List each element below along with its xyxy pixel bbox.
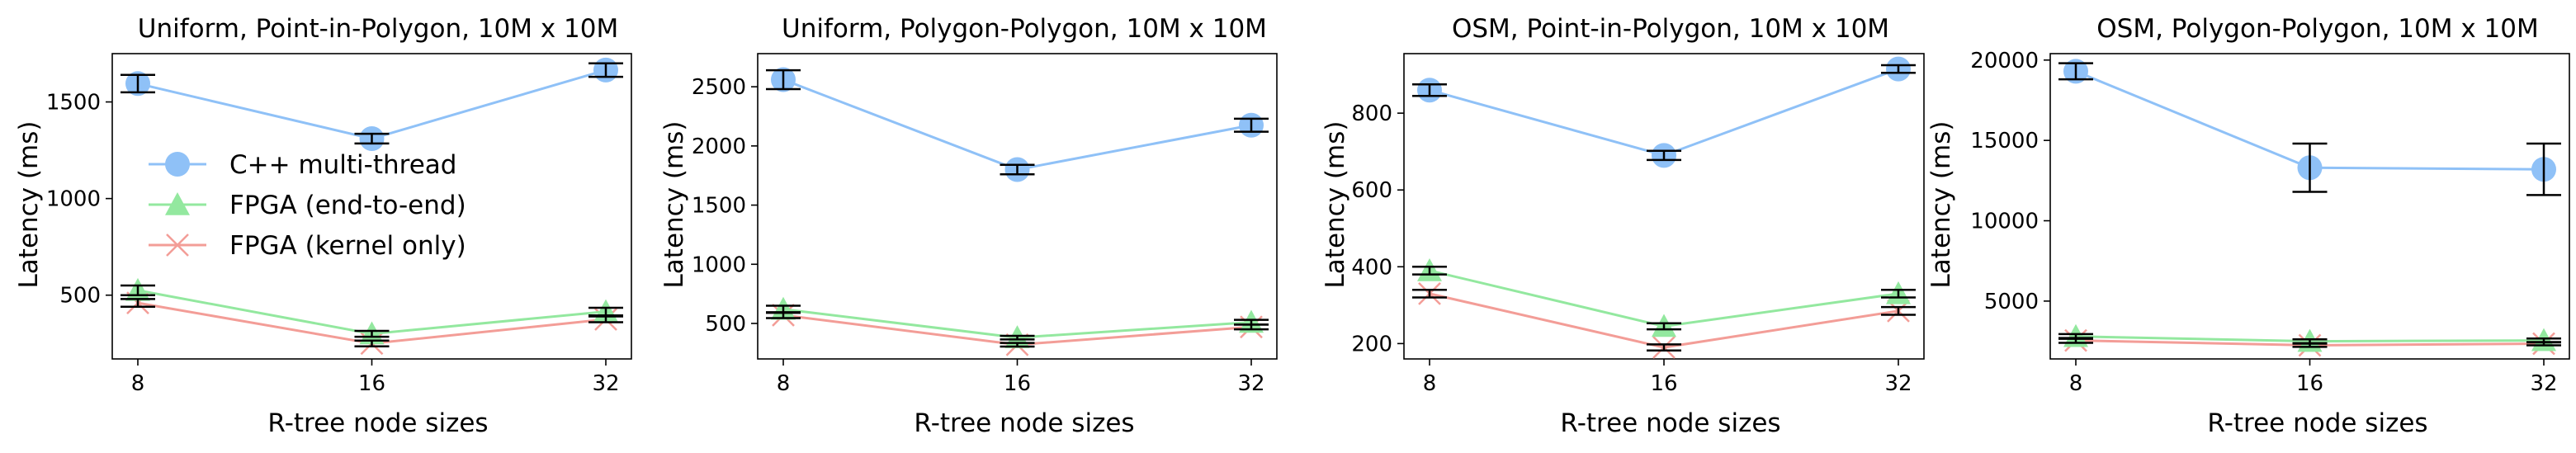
panel-4-ylabel: Latency (ms) (1926, 121, 1956, 289)
panel-3-ytick-label-2: 600 (1351, 178, 1392, 203)
panel-3-title: OSM, Point-in-Polygon, 10M x 10M (1452, 14, 1889, 44)
panel-1-ylabel: Latency (ms) (14, 121, 44, 289)
panel-1: Uniform, Point-in-Polygon, 10M x 10M R-t… (14, 14, 618, 438)
panel-1-cpp-errorbar-2 (588, 62, 623, 78)
panel-2-xtick-label-1: 16 (1004, 371, 1031, 396)
panel-1-fpga_e2e-errorbar-0 (121, 284, 155, 296)
panel-3-xtick-label-2: 32 (1884, 371, 1912, 396)
panel-1-fpga_kernel-errorbar-0 (121, 298, 155, 309)
panel-2-xlabel: R-tree node sizes (914, 408, 1134, 438)
panel-1-xlabel: R-tree node sizes (267, 408, 488, 438)
legend-marker-fpga_e2e (165, 192, 190, 215)
panel-2-ytick-label-4: 2500 (692, 75, 746, 100)
panel-1-ytick-label-1: 1000 (46, 187, 101, 212)
panel-3: OSM, Point-in-Polygon, 10M x 10M R-tree … (1321, 14, 1889, 438)
legend-marker-fpga_kernel (166, 234, 189, 257)
panel-3-frame (1403, 53, 1925, 360)
panel-4-cpp-errorbar-0 (2058, 62, 2093, 81)
panel-2-cpp-errorbar-1 (1000, 163, 1035, 176)
panel-3-xtick-label-1: 16 (1650, 371, 1677, 396)
panel-2-cpp-line (782, 78, 1252, 172)
panel-1-xtick-label-2: 32 (592, 371, 619, 396)
panel-4-ytick-label-2: 15000 (1970, 129, 2039, 153)
panel-4-xtick-label-2: 32 (2530, 371, 2557, 396)
panel-2-ytick-label-3: 2000 (692, 134, 746, 159)
panel-2-fpga_e2e-errorbar-1 (1000, 334, 1035, 341)
panel-4-xlabel: R-tree node sizes (2207, 408, 2427, 438)
panel-3-ytick-label-0: 200 (1351, 332, 1392, 356)
panel-2-fpga_e2e-errorbar-2 (1234, 319, 1269, 326)
panel-2-xtick-label-0: 8 (777, 371, 791, 396)
legend-label-fpga-kernel: FPGA (kernel only) (229, 231, 466, 261)
panel-4-cpp-errorbar-2 (2526, 142, 2561, 196)
panel-3-fpga_e2e-errorbar-1 (1647, 322, 1681, 331)
panel-1-xtick-label-0: 8 (131, 371, 145, 396)
panel-2-fpga_e2e-errorbar-0 (766, 304, 801, 314)
panel-1-fpga_e2e-errorbar-1 (354, 329, 390, 338)
panel-2-ytick-label-0: 500 (705, 312, 746, 337)
panel-3-xlabel: R-tree node sizes (1560, 408, 1780, 438)
panel-3-fpga_e2e-errorbar-0 (1412, 266, 1447, 276)
panel-3-cpp-errorbar-1 (1647, 149, 1681, 162)
legend-label-cpp: C++ multi-thread (229, 150, 456, 180)
legend-marker-cpp (165, 152, 190, 177)
panel-1-title: Uniform, Point-in-Polygon, 10M x 10M (138, 14, 619, 44)
legend: C++ multi-thread FPGA (end-to-end) FPGA … (229, 150, 466, 261)
panel-3-fpga_kernel-errorbar-0 (1412, 288, 1447, 299)
panel-2-ylabel: Latency (ms) (659, 121, 689, 289)
panel-4-ytick-label-1: 10000 (1970, 210, 2039, 234)
panel-1-fpga_kernel-errorbar-1 (354, 339, 390, 348)
panel-2-ytick-label-1: 1000 (692, 252, 746, 277)
panel-3-cpp-errorbar-2 (1881, 64, 1916, 74)
panel-1-plot: 500 1000 1500 8 16 32 (46, 53, 632, 396)
panel-1-ytick-label-0: 500 (59, 284, 101, 309)
panel-3-xtick-label-0: 8 (1423, 371, 1437, 396)
panel-3-ytick-label-3: 800 (1351, 101, 1392, 126)
panel-3-fpga_kernel-errorbar-2 (1881, 305, 1916, 316)
panel-3-cpp-line (1429, 68, 1899, 157)
panel-2-fpga_kernel-errorbar-1 (1000, 342, 1035, 348)
panel-4-frame (2049, 53, 2570, 360)
panel-1-xtick-label-1: 16 (358, 371, 385, 396)
panel-2-ytick-label-2: 1500 (692, 194, 746, 219)
panel-3-cpp-errorbar-0 (1412, 83, 1447, 97)
panel-1-fpga_e2e-errorbar-2 (588, 306, 623, 317)
panel-4-ytick-label-3: 20000 (1970, 49, 2039, 73)
panel-4-cpp-errorbar-1 (2292, 142, 2328, 193)
panel-4-title: OSM, Polygon-Polygon, 10M x 10M (2096, 14, 2538, 44)
panel-1-cpp-errorbar-0 (121, 73, 155, 94)
panel-1-fpga_kernel-errorbar-2 (588, 315, 623, 323)
panel-2-xtick-label-2: 32 (1237, 371, 1264, 396)
panel-2-title: Uniform, Polygon-Polygon, 10M x 10M (782, 14, 1267, 44)
panel-4-plot: 5000 10000 15000 20000 8 16 32 (1970, 49, 2570, 396)
panel-4-ytick-label-0: 5000 (1984, 290, 2039, 314)
panel-1-ytick-label-2: 1500 (46, 91, 101, 116)
panel-4-fpga_e2e-errorbar-1 (2292, 337, 2328, 345)
panel-2-cpp-errorbar-0 (766, 68, 801, 91)
panel-2-cpp-errorbar-2 (1234, 117, 1269, 133)
panel-3-ylabel: Latency (ms) (1321, 121, 1350, 289)
legend-label-fpga-e2e: FPGA (end-to-end) (229, 191, 466, 220)
panel-2-plot: 500 1000 1500 2000 2500 8 16 32 (692, 53, 1278, 396)
panel-4-fpga_e2e-errorbar-2 (2526, 337, 2561, 344)
panel-4: OSM, Polygon-Polygon, 10M x 10M R-tree n… (1926, 14, 2539, 438)
panel-3-fpga_kernel-errorbar-1 (1647, 343, 1681, 352)
panel-1-cpp-errorbar-1 (354, 132, 390, 145)
panel-3-fpga_e2e-errorbar-2 (1881, 288, 1916, 299)
panel-4-xtick-label-0: 8 (2069, 371, 2083, 396)
panel-4-xtick-label-1: 16 (2296, 371, 2323, 396)
panel-3-ytick-label-1: 400 (1351, 255, 1392, 280)
panel-4-fpga_e2e-errorbar-0 (2058, 333, 2093, 340)
panel-2: Uniform, Polygon-Polygon, 10M x 10M R-tr… (659, 14, 1267, 438)
legend-symbols (149, 152, 206, 257)
panel-3-plot: 200 400 600 800 8 16 32 (1351, 53, 1925, 396)
